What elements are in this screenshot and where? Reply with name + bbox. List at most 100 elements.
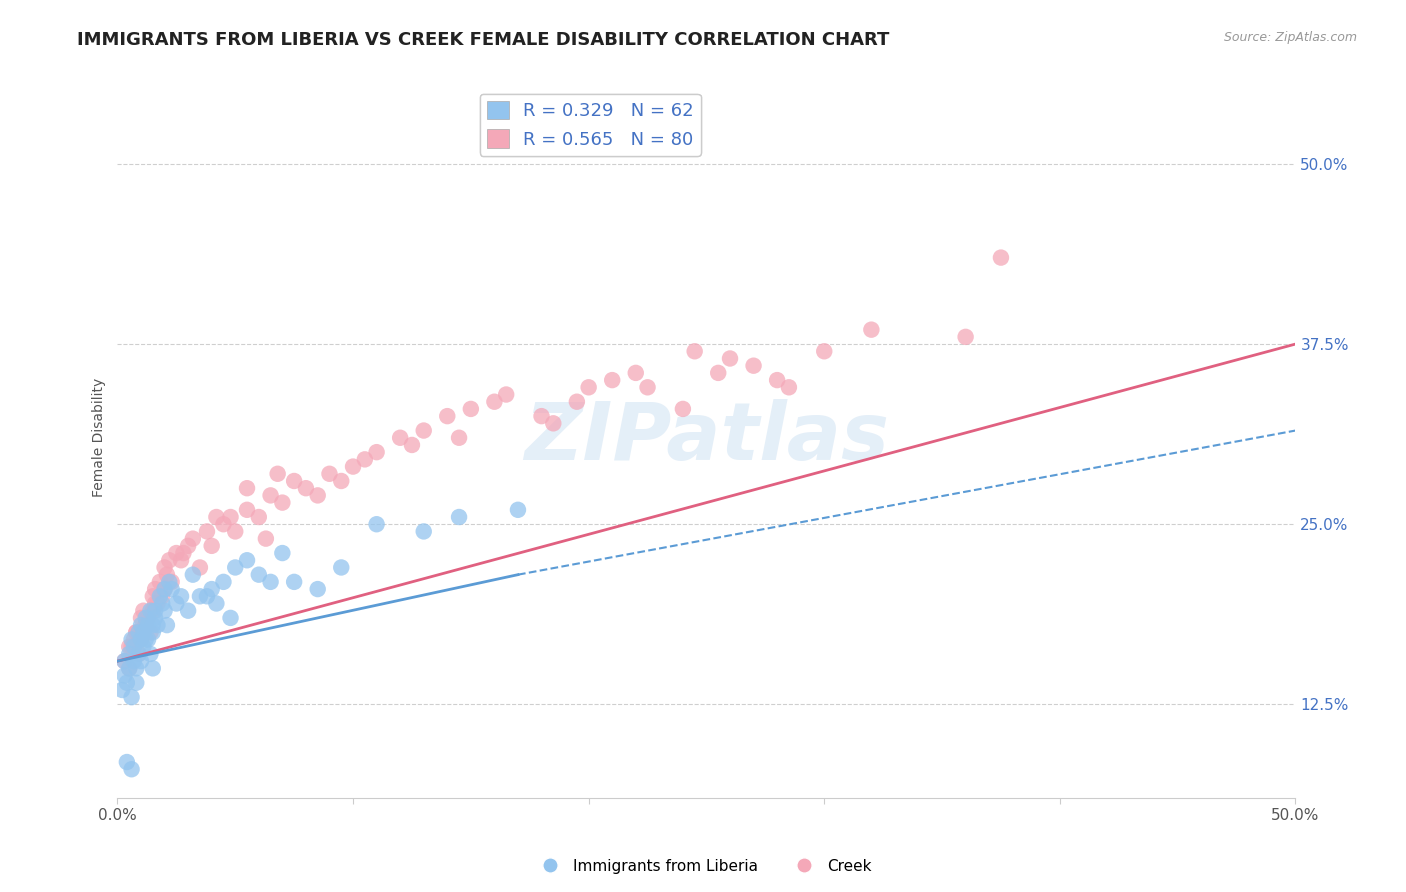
Point	[188, 560, 211, 574]
Point	[412, 424, 434, 438]
Point	[460, 401, 482, 416]
Point	[125, 675, 148, 690]
Point	[247, 567, 270, 582]
Point	[219, 510, 242, 524]
Point	[236, 503, 259, 517]
Point	[142, 618, 165, 632]
Point	[219, 611, 242, 625]
Point	[150, 589, 173, 603]
Point	[195, 589, 218, 603]
Point	[115, 675, 138, 690]
Point	[578, 380, 600, 394]
Point	[153, 560, 176, 574]
Point	[139, 625, 162, 640]
Legend: R = 0.329   N = 62, R = 0.565   N = 80: R = 0.329 N = 62, R = 0.565 N = 80	[479, 94, 702, 156]
Point	[118, 647, 141, 661]
Point	[565, 394, 588, 409]
Point	[157, 553, 180, 567]
Point	[118, 661, 141, 675]
Point	[188, 589, 211, 603]
Text: ZIPatlas: ZIPatlas	[524, 399, 889, 476]
Point	[122, 640, 145, 654]
Point	[181, 567, 204, 582]
Point	[125, 625, 148, 640]
Point	[353, 452, 375, 467]
Point	[318, 467, 340, 481]
Point	[135, 618, 157, 632]
Point	[143, 604, 166, 618]
Point	[266, 467, 288, 481]
Point	[307, 582, 329, 596]
Point	[224, 560, 246, 574]
Point	[114, 654, 136, 668]
Point	[135, 618, 157, 632]
Point	[118, 640, 141, 654]
Point	[125, 625, 148, 640]
Point	[132, 640, 155, 654]
Point	[128, 647, 150, 661]
Point	[990, 251, 1012, 265]
Point	[136, 611, 159, 625]
Point	[135, 611, 157, 625]
Point	[449, 510, 471, 524]
Point	[129, 632, 152, 647]
Point	[683, 344, 706, 359]
Point	[718, 351, 741, 366]
Point	[129, 632, 152, 647]
Point	[201, 539, 224, 553]
Point	[860, 323, 883, 337]
Point	[247, 510, 270, 524]
Point	[495, 387, 517, 401]
Y-axis label: Female Disability: Female Disability	[93, 378, 107, 498]
Point	[143, 582, 166, 596]
Point	[118, 661, 141, 675]
Point	[114, 668, 136, 682]
Point	[153, 582, 176, 596]
Point	[742, 359, 765, 373]
Point	[201, 582, 224, 596]
Point	[212, 517, 235, 532]
Point	[160, 574, 183, 589]
Point	[389, 431, 412, 445]
Point	[271, 495, 294, 509]
Point	[149, 574, 172, 589]
Point	[484, 394, 506, 409]
Point	[115, 755, 138, 769]
Point	[153, 604, 176, 618]
Point	[157, 574, 180, 589]
Legend: Immigrants from Liberia, Creek: Immigrants from Liberia, Creek	[529, 853, 877, 880]
Point	[132, 625, 155, 640]
Point	[146, 618, 169, 632]
Point	[236, 481, 259, 495]
Point	[125, 661, 148, 675]
Point	[111, 683, 134, 698]
Point	[170, 589, 193, 603]
Point	[600, 373, 623, 387]
Point	[330, 560, 353, 574]
Point	[143, 611, 166, 625]
Point	[146, 597, 169, 611]
Point	[165, 597, 187, 611]
Point	[366, 445, 388, 459]
Point	[135, 632, 157, 647]
Point	[121, 640, 143, 654]
Point	[195, 524, 218, 539]
Point	[142, 604, 165, 618]
Point	[142, 589, 165, 603]
Point	[122, 632, 145, 647]
Point	[955, 330, 977, 344]
Point	[139, 604, 162, 618]
Point	[139, 647, 162, 661]
Point	[121, 690, 143, 705]
Point	[295, 481, 318, 495]
Text: IMMIGRANTS FROM LIBERIA VS CREEK FEMALE DISABILITY CORRELATION CHART: IMMIGRANTS FROM LIBERIA VS CREEK FEMALE …	[77, 31, 890, 49]
Point	[128, 625, 150, 640]
Point	[283, 474, 305, 488]
Point	[307, 488, 329, 502]
Point	[449, 431, 471, 445]
Point	[330, 474, 353, 488]
Point	[177, 539, 200, 553]
Point	[156, 567, 179, 582]
Point	[212, 574, 235, 589]
Point	[506, 503, 529, 517]
